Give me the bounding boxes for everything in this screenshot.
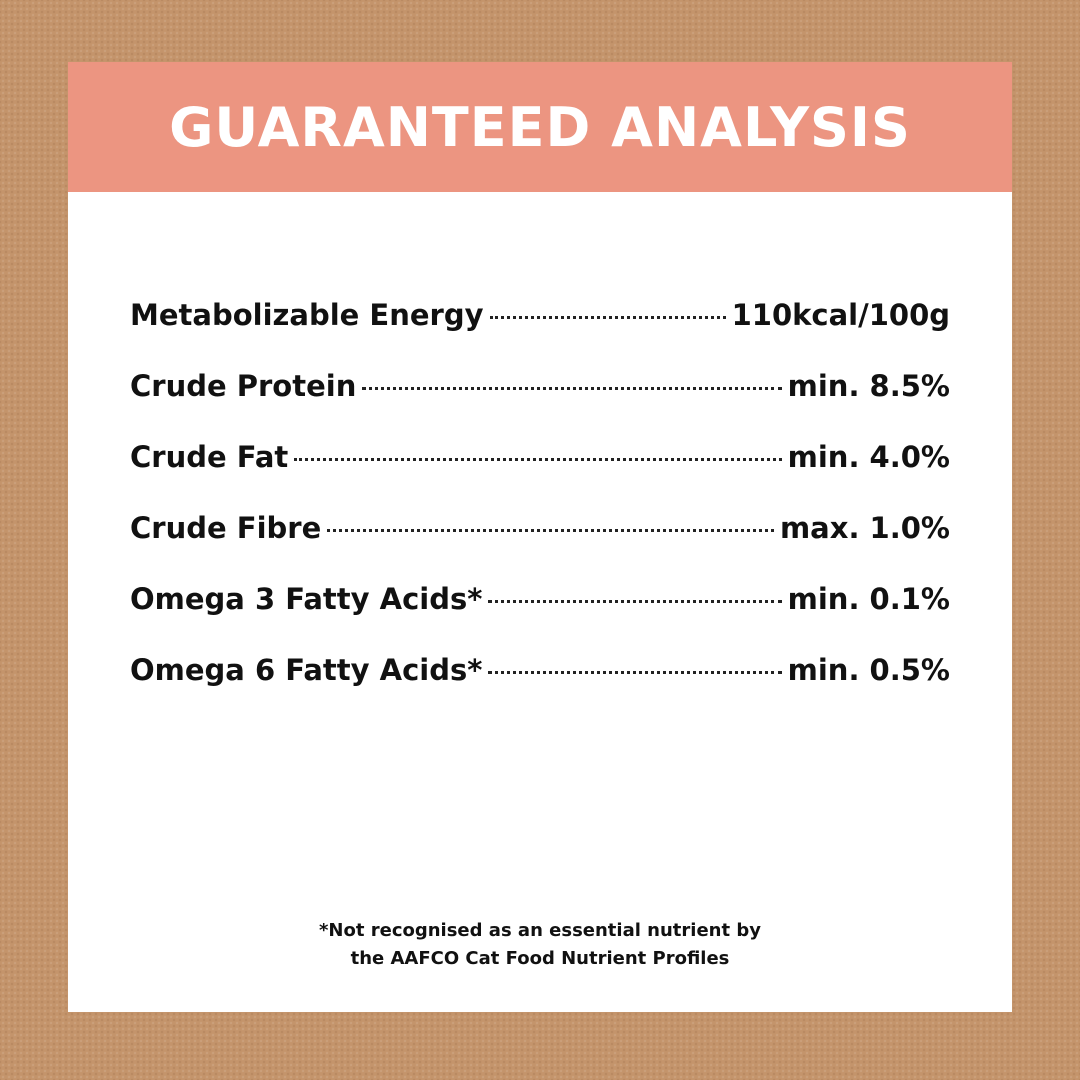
row: Crude Protein min. 8.5% [130, 369, 950, 440]
analysis-table: Metabolizable Energy 110kcal/100g Crude Pr… [130, 298, 950, 724]
leader [489, 316, 726, 319]
nutrient-value: 110kcal/100g [731, 298, 950, 332]
nutrient-value: min. 8.5% [787, 369, 950, 403]
row: Crude Fat min. 4.0% [130, 440, 950, 511]
nutrient-value: min. 0.1% [787, 582, 950, 616]
leader [362, 387, 782, 390]
row: Metabolizable Energy 110kcal/100g [130, 298, 950, 369]
leader [327, 529, 774, 532]
nutrient-name: Metabolizable Energy [130, 298, 484, 332]
nutrient-name: Crude Protein [130, 369, 357, 403]
card: GUARANTEED ANALYSIS Metabolizable Energy… [68, 62, 1012, 1012]
nutrient-value: min. 4.0% [787, 440, 950, 474]
footnote: *Not recognised as an essential nutrient… [68, 917, 1012, 973]
nutrient-name: Omega 6 Fatty Acids* [130, 653, 483, 687]
header: GUARANTEED ANALYSIS [68, 62, 1012, 192]
leader [488, 600, 782, 603]
leader [294, 458, 782, 461]
nutrient-value: min. 0.5% [787, 653, 950, 687]
nutrient-value: max. 1.0% [779, 511, 950, 545]
footnote-line: *Not recognised as an essential nutrient… [319, 920, 761, 941]
nutrient-name: Omega 3 Fatty Acids* [130, 582, 483, 616]
title: GUARANTEED ANALYSIS [169, 95, 911, 159]
row: Omega 3 Fatty Acids* min. 0.1% [130, 582, 950, 653]
row: Omega 6 Fatty Acids* min. 0.5% [130, 653, 950, 724]
leader [488, 671, 782, 674]
row: Crude Fibre max. 1.0% [130, 511, 950, 582]
nutrient-name: Crude Fat [130, 440, 289, 474]
nutrient-name: Crude Fibre [130, 511, 322, 545]
footnote-line: the AAFCO Cat Food Nutrient Profiles [350, 948, 730, 969]
